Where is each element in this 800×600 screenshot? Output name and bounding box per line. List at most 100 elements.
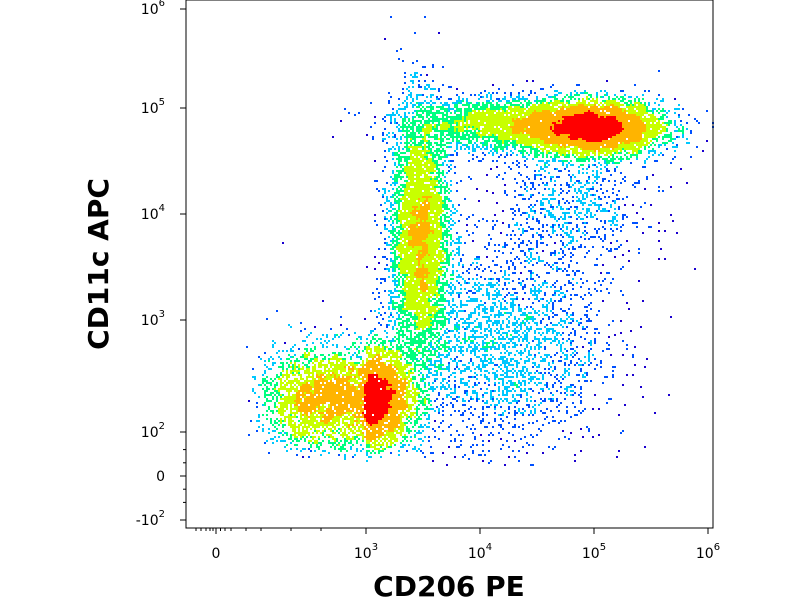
event-dot bbox=[498, 112, 500, 114]
event-dot bbox=[406, 236, 408, 238]
event-dot bbox=[396, 200, 398, 202]
event-dot bbox=[588, 116, 590, 118]
event-dot bbox=[654, 130, 656, 132]
event-dot bbox=[420, 162, 422, 164]
event-dot bbox=[442, 236, 444, 238]
event-dot bbox=[436, 212, 438, 214]
event-dot bbox=[408, 178, 410, 180]
event-dot bbox=[644, 140, 646, 142]
event-dot bbox=[372, 138, 374, 140]
event-dot bbox=[424, 204, 426, 206]
event-dot bbox=[542, 208, 544, 210]
event-dot bbox=[670, 120, 672, 122]
event-dot bbox=[574, 118, 576, 120]
event-dot bbox=[554, 102, 556, 104]
event-dot bbox=[628, 114, 630, 116]
event-dot bbox=[408, 216, 410, 218]
event-dot bbox=[618, 116, 620, 118]
event-dot bbox=[530, 228, 532, 230]
event-dot bbox=[482, 102, 484, 104]
event-dot bbox=[540, 142, 542, 144]
event-dot bbox=[472, 120, 474, 122]
event-dot bbox=[436, 106, 438, 108]
event-dot bbox=[444, 188, 446, 190]
event-dot bbox=[410, 136, 412, 138]
event-dot bbox=[598, 140, 600, 142]
event-dot bbox=[596, 210, 598, 212]
event-dot bbox=[440, 180, 442, 182]
event-dot bbox=[620, 142, 622, 144]
event-dot bbox=[524, 146, 526, 148]
event-dot bbox=[554, 224, 556, 226]
event-dot bbox=[412, 156, 414, 158]
event-dot bbox=[558, 132, 560, 134]
event-dot bbox=[616, 228, 618, 230]
event-dot bbox=[534, 154, 536, 156]
event-dot bbox=[440, 190, 442, 192]
event-dot bbox=[612, 128, 614, 130]
event-dot bbox=[484, 112, 486, 114]
event-dot bbox=[416, 162, 418, 164]
event-dot bbox=[560, 160, 562, 162]
event-dot bbox=[406, 158, 408, 160]
event-dot bbox=[546, 210, 548, 212]
event-dot bbox=[626, 152, 628, 154]
event-dot bbox=[496, 120, 498, 122]
event-dot bbox=[506, 128, 508, 130]
event-dot bbox=[634, 110, 636, 112]
event-dot bbox=[422, 242, 424, 244]
event-dot bbox=[410, 102, 412, 104]
event-dot bbox=[430, 154, 432, 156]
event-dot bbox=[500, 144, 502, 146]
event-dot bbox=[506, 100, 508, 102]
event-dot bbox=[408, 200, 410, 202]
event-dot bbox=[576, 200, 578, 202]
event-dot bbox=[492, 140, 494, 142]
event-dot bbox=[438, 118, 440, 120]
event-dot bbox=[406, 216, 408, 218]
event-dot bbox=[610, 154, 612, 156]
event-dot bbox=[378, 190, 380, 192]
event-dot bbox=[546, 126, 548, 128]
event-dot bbox=[416, 230, 418, 232]
event-dot bbox=[428, 222, 430, 224]
event-dot bbox=[426, 220, 428, 222]
event-dot bbox=[542, 138, 544, 140]
event-dot bbox=[538, 128, 540, 130]
event-dot bbox=[612, 112, 614, 114]
event-dot bbox=[406, 138, 408, 140]
event-dot bbox=[476, 140, 478, 142]
event-dot bbox=[576, 192, 578, 194]
event-dot bbox=[604, 142, 606, 144]
event-dot bbox=[532, 80, 534, 82]
event-dot bbox=[600, 112, 602, 114]
event-dot bbox=[588, 132, 590, 134]
event-dot bbox=[468, 136, 470, 138]
event-dot bbox=[622, 214, 624, 216]
event-dot bbox=[542, 226, 544, 228]
event-dot bbox=[398, 198, 400, 200]
event-dot bbox=[502, 108, 504, 110]
event-dot bbox=[438, 196, 440, 198]
event-dot bbox=[428, 86, 430, 88]
event-dot bbox=[514, 128, 516, 130]
event-dot bbox=[640, 122, 642, 124]
event-dot bbox=[602, 114, 604, 116]
event-dot bbox=[530, 130, 532, 132]
event-dot bbox=[478, 108, 480, 110]
event-dot bbox=[530, 102, 532, 104]
event-dot bbox=[522, 98, 524, 100]
event-dot bbox=[472, 148, 474, 150]
event-dot bbox=[642, 94, 644, 96]
event-dot bbox=[478, 112, 480, 114]
event-dot bbox=[428, 186, 430, 188]
event-dot bbox=[450, 180, 452, 182]
event-dot bbox=[482, 138, 484, 140]
event-dot bbox=[640, 106, 642, 108]
event-dot bbox=[436, 196, 438, 198]
event-dot bbox=[510, 142, 512, 144]
event-dot bbox=[490, 96, 492, 98]
event-dot bbox=[404, 116, 406, 118]
event-dot bbox=[402, 216, 404, 218]
event-dot bbox=[450, 184, 452, 186]
